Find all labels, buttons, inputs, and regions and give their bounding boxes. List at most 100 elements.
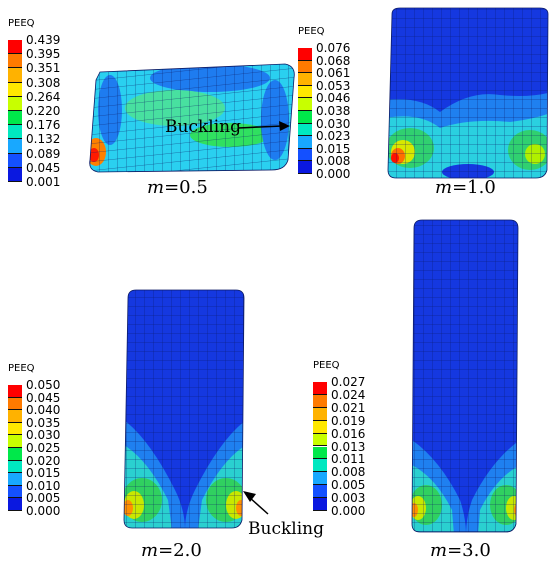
legend-tick-label: 0.030 xyxy=(316,116,351,131)
legend-tick-label: 0.040 xyxy=(26,403,61,418)
m-value: =2.0 xyxy=(158,540,202,561)
legend-swatch xyxy=(313,498,327,511)
legend-swatch xyxy=(8,111,22,126)
legend-tick-label: 0.076 xyxy=(316,41,351,55)
legend-swatch xyxy=(298,48,312,61)
buckling-arrow-2 xyxy=(248,496,269,515)
legend-title: PEEQ xyxy=(8,363,35,374)
legend-swatch xyxy=(8,485,22,499)
m-value: =0.5 xyxy=(164,177,208,198)
m-label-0-5: m=0.5 xyxy=(147,177,208,198)
legend-swatch xyxy=(298,148,312,162)
legend-tick-label: 0.008 xyxy=(316,154,351,169)
legend-tick-label: 0.000 xyxy=(331,504,366,518)
legend-swatch xyxy=(313,382,327,395)
legend-swatch xyxy=(313,420,327,434)
legend-tick-label: 0.030 xyxy=(26,428,61,443)
legend-tick-label: 0.019 xyxy=(331,413,366,428)
legend-swatch xyxy=(8,139,22,154)
m-var: m xyxy=(147,177,165,198)
legend-swatch xyxy=(8,54,22,69)
legend-tick-label: 0.132 xyxy=(26,132,61,147)
buckling-label-1: Buckling xyxy=(165,117,241,137)
legend-tick-label: 0.015 xyxy=(316,141,351,156)
legend-tick-label: 0.045 xyxy=(26,160,61,175)
legend-tick-label: 0.005 xyxy=(26,491,61,506)
legend-title: PEEQ xyxy=(313,360,340,371)
legend-swatch xyxy=(8,435,22,448)
legend-tick-label: 0.035 xyxy=(26,415,61,430)
legend-swatch xyxy=(8,397,22,411)
buckling-arrowhead-2 xyxy=(243,491,256,502)
legend-tick-label: 0.021 xyxy=(331,400,366,415)
m-var: m xyxy=(435,177,453,198)
legend-swatch xyxy=(313,485,327,499)
legend-tick-label: 0.000 xyxy=(316,167,351,181)
legend-tick-label: 0.025 xyxy=(26,441,61,455)
legend-swatch xyxy=(8,422,22,436)
m-var: m xyxy=(430,540,448,561)
legend-swatch xyxy=(8,473,22,486)
legend-tick-label: 0.020 xyxy=(26,453,61,468)
legend-swatch xyxy=(8,40,22,55)
legend-tick-label: 0.045 xyxy=(26,390,61,405)
legend-tick-label: 0.308 xyxy=(26,75,61,90)
legend-swatch xyxy=(313,459,327,473)
legend-tick-label: 0.050 xyxy=(26,378,61,392)
legend-tick-label: 0.046 xyxy=(316,91,351,106)
legend-tick-label: 0.008 xyxy=(331,465,366,480)
legend-swatch xyxy=(8,498,22,511)
legend-tick-label: 0.023 xyxy=(316,129,351,144)
legend-swatch xyxy=(8,153,22,168)
legend-title: PEEQ xyxy=(298,26,325,37)
m-label-3-0: m=3.0 xyxy=(430,540,491,561)
legend-swatch xyxy=(298,111,312,124)
legend-swatch xyxy=(8,82,22,97)
legend-tick-label: 0.351 xyxy=(26,61,61,76)
legend-swatch xyxy=(8,410,22,423)
deformed-specimen-m0-5 xyxy=(89,64,295,172)
legend-tick-label: 0.264 xyxy=(26,89,61,104)
legend-tick-label: 0.013 xyxy=(331,439,366,454)
m-value: =1.0 xyxy=(452,177,496,198)
legend-tick-label: 0.005 xyxy=(331,478,366,493)
legend-tick-label: 0.439 xyxy=(26,33,61,47)
legend-tick-label: 0.000 xyxy=(26,504,61,518)
legend-tick-label: 0.176 xyxy=(26,118,61,133)
legend-swatch xyxy=(298,98,312,111)
legend-tick-label: 0.027 xyxy=(331,375,366,389)
legend-swatch xyxy=(8,96,22,111)
legend-tick-label: 0.003 xyxy=(331,491,366,506)
legend-swatch xyxy=(8,448,22,461)
m-label-2-0: m=2.0 xyxy=(141,540,202,561)
legend-tick-label: 0.024 xyxy=(331,387,366,402)
legend-swatch xyxy=(313,433,327,447)
legend-title: PEEQ xyxy=(8,18,35,29)
legend-tick-label: 0.089 xyxy=(26,146,61,161)
legend-swatch xyxy=(8,385,22,398)
buckling-arrowhead-1 xyxy=(279,121,290,131)
deformed-specimen-m1-0 xyxy=(388,8,548,178)
deformed-specimen-m2-0 xyxy=(124,290,244,528)
legend-tick-label: 0.016 xyxy=(331,426,366,441)
legend-tick-label: 0.061 xyxy=(316,66,351,81)
legend-swatch xyxy=(8,68,22,83)
legend-swatch xyxy=(298,123,312,137)
legend-swatch xyxy=(313,446,327,460)
buckling-arrow-1 xyxy=(237,125,283,129)
legend-swatch xyxy=(298,73,312,86)
deformed-specimen-m3-0 xyxy=(412,220,518,532)
legend-tick-label: 0.395 xyxy=(26,47,61,62)
legend-tick-label: 0.053 xyxy=(316,78,351,93)
legend-swatch xyxy=(298,60,312,74)
legend-tick-label: 0.068 xyxy=(316,53,351,68)
legend-tick-label: 0.015 xyxy=(26,466,61,481)
legend-tick-label: 0.010 xyxy=(26,478,61,493)
legend-tick-label: 0.011 xyxy=(331,452,366,467)
legend-swatch xyxy=(298,136,312,149)
legend-swatch xyxy=(298,85,312,99)
buckling-label-2: Buckling xyxy=(248,519,324,539)
